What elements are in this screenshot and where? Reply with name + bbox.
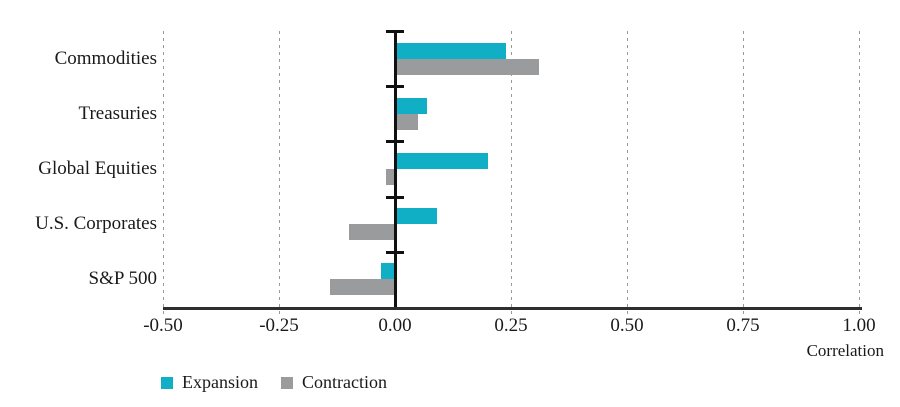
zero-line-tick xyxy=(386,30,404,33)
expansion-bar-u-s-corporates xyxy=(395,208,437,225)
zero-baseline xyxy=(393,31,397,307)
gridline-0.75 xyxy=(742,31,744,314)
x-tick-label: 0.00 xyxy=(378,315,412,336)
x-tick-label: 1.00 xyxy=(842,315,876,336)
expansion-bar-commodities xyxy=(395,42,507,59)
x-axis-title: Correlation xyxy=(806,341,884,360)
category-label: U.S. Corporates xyxy=(35,213,157,235)
contraction-bar-global-equities xyxy=(385,169,395,185)
x-tick-label: 0.75 xyxy=(726,315,760,336)
category-label: Commodities xyxy=(54,47,157,69)
x-tick-label: -0.50 xyxy=(143,315,183,336)
gridline-0.5 xyxy=(626,31,628,314)
legend-label-contraction: Contraction xyxy=(302,372,387,392)
category-label: Global Equities xyxy=(38,158,157,179)
expansion-swatch-icon xyxy=(161,376,173,389)
gridline-1 xyxy=(858,31,860,314)
x-tick-label: -0.25 xyxy=(259,315,299,336)
zero-line-tick xyxy=(386,195,404,199)
expansion-bar-s-p-500 xyxy=(381,263,395,280)
legend-label-expansion: Expansion xyxy=(182,372,258,392)
x-axis-line xyxy=(163,307,862,310)
expansion-bar-global-equities xyxy=(395,153,488,169)
legend-item-contraction: Contraction xyxy=(281,372,387,393)
contraction-swatch-icon xyxy=(281,376,293,389)
legend-item-expansion: Expansion xyxy=(161,372,258,393)
category-label: S&P 500 xyxy=(88,268,157,290)
gridline--0.25 xyxy=(278,31,280,314)
contraction-bar-treasuries xyxy=(395,113,419,130)
x-tick-label: 0.25 xyxy=(494,315,528,336)
category-label: Treasuries xyxy=(78,102,157,124)
gridline-0.25 xyxy=(510,31,512,314)
contraction-bar-u-s-corporates xyxy=(348,224,395,241)
contraction-bar-s-p-500 xyxy=(330,279,395,296)
legend: Expansion Contraction xyxy=(161,372,401,393)
gridline--0.5 xyxy=(162,31,164,314)
x-tick-label: 0.50 xyxy=(610,315,644,336)
zero-line-tick xyxy=(386,85,404,89)
zero-line-tick xyxy=(386,140,404,144)
contraction-bar-commodities xyxy=(395,58,539,75)
zero-line-tick xyxy=(386,250,404,254)
expansion-bar-treasuries xyxy=(395,97,428,114)
